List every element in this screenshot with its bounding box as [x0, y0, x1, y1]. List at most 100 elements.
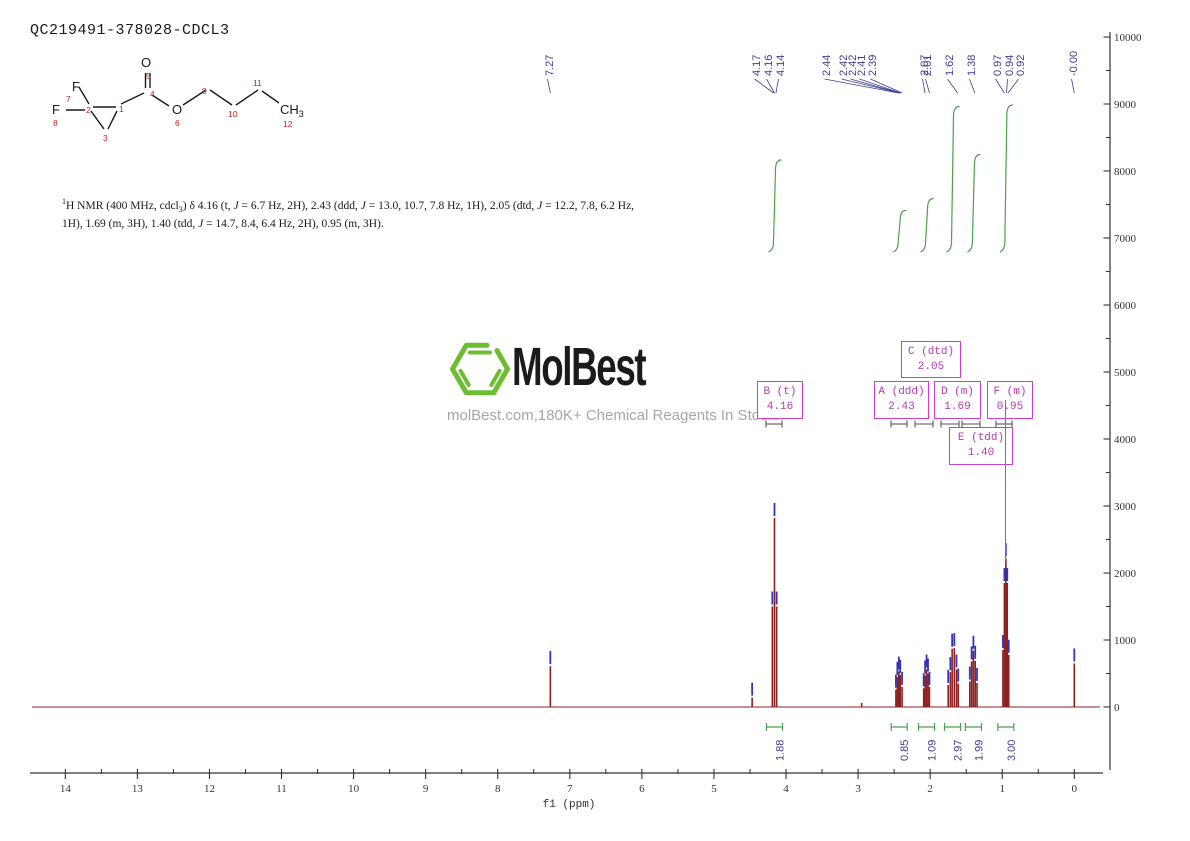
svg-text:3000: 3000: [1114, 501, 1137, 513]
svg-text:4.17: 4.17: [751, 55, 763, 76]
atom-number: 4: [150, 89, 155, 99]
atom-number: 10: [228, 109, 238, 119]
svg-text:3: 3: [855, 783, 861, 795]
svg-text:1.09: 1.09: [927, 740, 939, 761]
svg-text:4.14: 4.14: [775, 55, 787, 76]
assignment-shift: 2.43: [888, 400, 915, 413]
atom-number: 3: [103, 133, 108, 143]
bond: [151, 94, 170, 107]
atom-number: 8: [53, 118, 58, 128]
svg-text:0.94: 0.94: [1004, 55, 1016, 76]
svg-text:9000: 9000: [1114, 99, 1137, 111]
atom-number: 6: [175, 118, 180, 128]
svg-text:3.00: 3.00: [1006, 740, 1018, 761]
svg-text:13: 13: [132, 783, 144, 795]
atom-number: 12: [283, 119, 293, 129]
svg-text:10000: 10000: [1114, 32, 1142, 44]
svg-text:2.41: 2.41: [856, 55, 868, 76]
bond: [261, 90, 280, 104]
svg-text:7: 7: [567, 783, 573, 795]
svg-text:2.97: 2.97: [953, 740, 965, 761]
svg-text:1.62: 1.62: [944, 55, 956, 76]
assignment-box-c[interactable]: C (dtd) 2.05: [901, 341, 961, 378]
svg-text:9: 9: [423, 783, 429, 795]
svg-text:1000: 1000: [1114, 635, 1137, 647]
assignment-label: F (m): [993, 386, 1027, 398]
svg-text:2.01: 2.01: [922, 55, 934, 76]
assignment-box-f[interactable]: F (m) 0.95: [987, 381, 1033, 419]
watermark-tagline: molBest.com,180K+ Chemical Reagents In S…: [447, 407, 780, 424]
integral-curves: [765, 104, 1015, 731]
svg-text:6000: 6000: [1114, 300, 1137, 312]
svg-text:14: 14: [60, 783, 72, 795]
bond: [235, 89, 259, 106]
svg-text:f1 (ppm): f1 (ppm): [543, 799, 596, 811]
svg-text:2.39: 2.39: [867, 55, 879, 76]
peak-labels: 7.27 4.17 4.16 4.14 2.44 2.422.422.41 2.39 2.07…: [544, 51, 1080, 94]
atom-number: 1: [119, 104, 124, 114]
y-axis: 1000090008000700060005000400030002000100…: [1103, 32, 1142, 770]
assignment-box-d[interactable]: D (m) 1.69: [934, 381, 981, 419]
assignment-label: C (dtd): [907, 346, 955, 358]
x-axis: 14 13 12 11 10 9 8 7 6 5 4 3 2 1 0f1 (ppm): [30, 769, 1103, 811]
assignment-shift: 1.69: [944, 400, 971, 413]
assignment-box-b[interactable]: B (t) 4.16: [757, 381, 803, 419]
assignment-label: B (t): [763, 386, 797, 398]
svg-text:7000: 7000: [1114, 233, 1137, 245]
assignment-label: E (tdd): [957, 432, 1005, 444]
svg-text:4: 4: [783, 783, 789, 795]
assignment-label: A (ddd): [878, 386, 925, 398]
svg-text:2: 2: [927, 783, 933, 795]
atom-symbol: O: [172, 102, 182, 117]
bond: [120, 92, 145, 105]
atom-number: 5: [146, 71, 151, 81]
svg-text:1.99: 1.99: [973, 740, 985, 761]
watermark-brand: MolBest: [512, 337, 647, 397]
nmr-assignment-text: 1H NMR (400 MHz, cdcl3) δ 4.16 (t, J = 6…: [62, 197, 635, 231]
svg-text:6: 6: [639, 783, 645, 795]
svg-text:0: 0: [1072, 783, 1078, 795]
atom-number: 11: [253, 78, 262, 88]
svg-text:7.27: 7.27: [544, 55, 556, 76]
svg-text:8000: 8000: [1114, 166, 1137, 178]
svg-text:2000: 2000: [1114, 568, 1137, 580]
assignment-shift: 1.40: [967, 446, 995, 459]
svg-text:-0.00: -0.00: [1068, 51, 1080, 76]
integral-labels: 1.88 0.85 1.09 2.97 1.99 3.00: [774, 740, 1017, 761]
svg-text:5: 5: [711, 783, 717, 795]
svg-text:11: 11: [276, 783, 287, 795]
svg-text:2.42: 2.42: [838, 55, 850, 76]
spectrum-trace: [32, 518, 1100, 708]
bond: [90, 110, 105, 130]
atom-symbol: CH3: [280, 102, 304, 119]
assignment-box-a[interactable]: A (ddd) 2.43: [874, 381, 929, 419]
svg-text:1.88: 1.88: [774, 740, 786, 761]
assignment-box-e[interactable]: E (tdd) 1.40: [949, 427, 1013, 465]
atom-symbol: F: [52, 102, 60, 117]
svg-text:0.92: 0.92: [1015, 55, 1027, 76]
svg-text:12: 12: [204, 783, 215, 795]
svg-text:0.97: 0.97: [992, 55, 1004, 76]
svg-text:4.16: 4.16: [763, 55, 775, 76]
range-brackets: [765, 420, 1013, 428]
atom-symbol: F: [72, 79, 80, 94]
svg-text:1.38: 1.38: [966, 55, 978, 76]
svg-text:2.44: 2.44: [821, 55, 833, 76]
atom-number: 9: [202, 86, 207, 96]
svg-text:0: 0: [1114, 702, 1120, 714]
atom-number: 7: [66, 94, 71, 104]
assignment-shift: 4.16: [766, 400, 794, 413]
svg-text:2.07: 2.07: [919, 55, 931, 76]
svg-text:10: 10: [348, 783, 360, 795]
bond: [78, 86, 90, 105]
multiplet-marks: [549, 503, 1076, 696]
bond: [182, 89, 207, 106]
svg-text:5000: 5000: [1114, 367, 1137, 379]
bond: [107, 110, 118, 130]
bond: [209, 89, 233, 106]
svg-text:2.42: 2.42: [847, 55, 859, 76]
assignment-label: D (m): [940, 386, 974, 398]
molbest-hexagon-logo-icon: [450, 342, 510, 396]
